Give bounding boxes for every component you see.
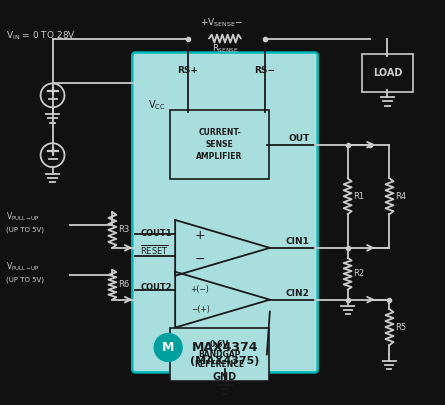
Text: R1: R1 <box>354 192 365 201</box>
Text: R5: R5 <box>396 322 407 332</box>
Text: COUT2: COUT2 <box>140 283 172 292</box>
FancyBboxPatch shape <box>132 53 318 373</box>
Text: −(+): −(+) <box>191 305 210 314</box>
Text: +: + <box>195 229 206 242</box>
Text: 0.6V: 0.6V <box>210 340 229 349</box>
Text: AMPLIFIER: AMPLIFIER <box>196 152 243 161</box>
FancyBboxPatch shape <box>362 53 413 92</box>
Text: +(−): +(−) <box>191 285 210 294</box>
Text: SENSE: SENSE <box>206 140 233 149</box>
Text: R3: R3 <box>118 226 129 234</box>
Text: LOAD: LOAD <box>373 68 402 78</box>
Text: OUT: OUT <box>288 134 310 143</box>
Text: V$_{\mathregular{PULL-UP}}$: V$_{\mathregular{PULL-UP}}$ <box>6 260 40 273</box>
Text: V$_{\mathregular{CC}}$: V$_{\mathregular{CC}}$ <box>148 98 166 112</box>
Text: (MAX4375): (MAX4375) <box>190 356 260 367</box>
Text: CIN1: CIN1 <box>286 237 310 246</box>
Text: RS−: RS− <box>255 66 275 75</box>
Text: CIN2: CIN2 <box>286 289 310 298</box>
FancyBboxPatch shape <box>170 328 269 382</box>
Text: V$_{\mathregular{IN}}$ = 0 TO 28V: V$_{\mathregular{IN}}$ = 0 TO 28V <box>6 29 76 42</box>
Text: R6: R6 <box>118 280 129 289</box>
Circle shape <box>154 334 182 361</box>
Text: $\overline{\rm RESET}$: $\overline{\rm RESET}$ <box>140 243 169 257</box>
Text: RS+: RS+ <box>178 66 198 75</box>
Text: $+$V$_{\mathregular{SENSE}}$$-$: $+$V$_{\mathregular{SENSE}}$$-$ <box>200 16 244 29</box>
Text: R4: R4 <box>396 192 407 201</box>
Text: GND: GND <box>213 373 237 382</box>
Text: REFERENCE: REFERENCE <box>194 360 245 369</box>
Text: −: − <box>195 253 205 266</box>
Text: (UP TO 5V): (UP TO 5V) <box>6 277 44 283</box>
Text: CURRENT-: CURRENT- <box>198 128 241 137</box>
Text: V$_{\mathregular{PULL-UP}}$: V$_{\mathregular{PULL-UP}}$ <box>6 211 40 223</box>
FancyBboxPatch shape <box>170 110 269 179</box>
Text: (UP TO 5V): (UP TO 5V) <box>6 227 44 233</box>
Text: BANDGAP: BANDGAP <box>198 350 241 359</box>
Text: MAX4374: MAX4374 <box>192 341 258 354</box>
Polygon shape <box>175 272 270 328</box>
Text: COUT1: COUT1 <box>140 229 172 239</box>
Polygon shape <box>175 220 270 276</box>
Text: R2: R2 <box>354 269 365 278</box>
Text: M: M <box>162 341 174 354</box>
Text: R$_{\mathregular{SENSE}}$: R$_{\mathregular{SENSE}}$ <box>211 42 239 55</box>
